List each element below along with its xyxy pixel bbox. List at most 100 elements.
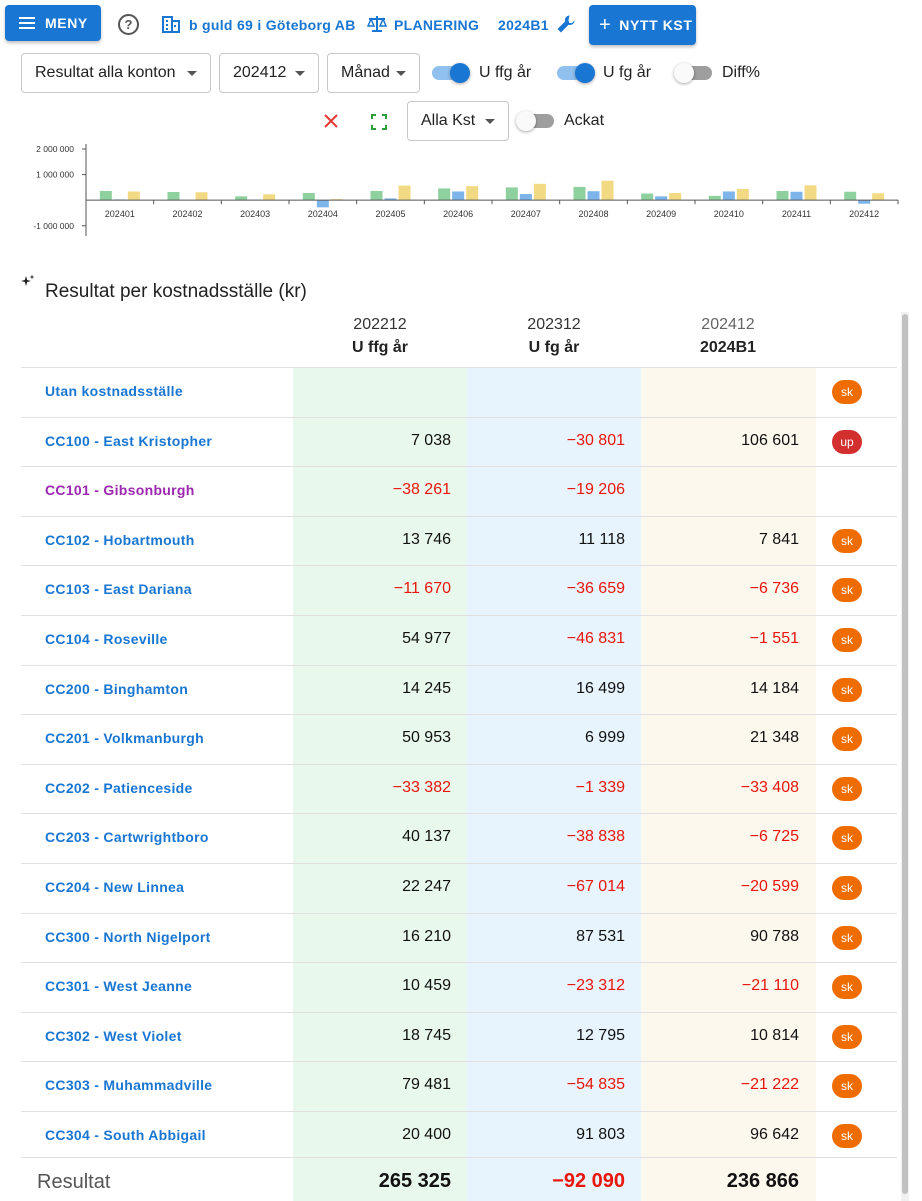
interval-select[interactable]: Månad <box>327 53 420 93</box>
cost-center-link[interactable]: CC104 - Roseville <box>45 630 168 647</box>
column-header-1[interactable]: 202212 U ffg år <box>293 316 467 357</box>
account-select[interactable]: Resultat alla konton <box>21 53 211 93</box>
cost-center-link[interactable]: CC201 - Volkmanburgh <box>45 730 204 747</box>
fullscreen-icon[interactable] <box>371 114 387 130</box>
cell-value: −6 725 <box>749 828 799 846</box>
table-row[interactable]: CC303 - Muhammadville 79 481 −54 835 −21 22… <box>21 1061 897 1111</box>
bar-202405-series-3 <box>398 185 411 201</box>
sk-badge[interactable]: sk <box>832 677 862 702</box>
cost-center-link[interactable]: Utan kostnadsställe <box>45 383 183 399</box>
x-tick-label: 202408 <box>578 209 608 219</box>
cell-value: 20 400 <box>402 1125 451 1143</box>
table-row[interactable]: CC100 - East Kristopher 7 038 −30 801 106 6… <box>21 416 897 467</box>
toggle-diff-percent-label: Diff% <box>722 64 760 81</box>
table-row[interactable]: CC302 - West Violet 18 745 12 795 10 814 sk <box>21 1011 897 1062</box>
cost-center-link[interactable]: CC301 - West Jeanne <box>45 978 193 995</box>
cost-center-link[interactable]: CC300 - North Nigelport <box>45 928 211 945</box>
bar-202406-series-2 <box>452 191 465 201</box>
cost-center-link[interactable]: CC302 - West Violet <box>45 1027 182 1044</box>
table-row[interactable]: CC103 - East Dariana −11 670 −36 659 −6 736… <box>21 565 897 615</box>
cell-value: −38 838 <box>566 828 625 846</box>
cost-center-link[interactable]: CC103 - East Dariana <box>45 581 192 598</box>
bar-202403-series-3 <box>263 194 276 201</box>
cost-center-link[interactable]: CC304 - South Abbigail <box>45 1126 206 1143</box>
top-toolbar: MENY ? b guld 69 i Göteborg AB PLANERING… <box>0 0 922 48</box>
cost-center-link[interactable]: CC200 - Binghamton <box>45 680 189 697</box>
column-header-2[interactable]: 202312 U fg år <box>467 316 641 357</box>
cost-center-link[interactable]: CC203 - Cartwrightboro <box>45 829 209 846</box>
cost-center-select[interactable]: Alla Kst <box>407 101 509 141</box>
table-row[interactable]: CC101 - Gibsonburgh −38 261 −19 206 <box>21 466 897 516</box>
monthly-result-chart: 2 000 000 1 000 000 -1 000 000 202401 202402… <box>33 144 899 236</box>
sk-badge[interactable]: sk <box>832 1024 862 1049</box>
x-tick-label: 202403 <box>240 209 270 219</box>
up-badge[interactable]: up <box>832 429 862 454</box>
table-row[interactable]: Utan kostnadsställe sk <box>21 367 897 417</box>
sk-badge[interactable]: sk <box>832 875 862 900</box>
cost-center-link[interactable]: CC100 - East Kristopher <box>45 432 213 449</box>
plus-icon: + <box>599 14 612 36</box>
bar-202403-series-1 <box>235 196 248 201</box>
menu-button[interactable]: MENY <box>5 5 101 41</box>
sk-badge[interactable]: sk <box>832 776 862 801</box>
new-cost-center-label: NYTT KST <box>619 17 693 33</box>
cell-value: −6 736 <box>749 580 799 598</box>
bar-202412-series-2 <box>858 200 871 204</box>
wrench-icon[interactable] <box>556 14 576 34</box>
toggle-ackat[interactable] <box>516 111 554 131</box>
cost-center-link[interactable]: CC202 - Patienceside <box>45 779 193 796</box>
period-select-value: 202412 <box>233 64 287 81</box>
table-row[interactable]: CC204 - New Linnea 22 247 −67 014 −20 599 sk <box>21 862 897 913</box>
new-cost-center-button[interactable]: + NYTT KST <box>589 5 696 45</box>
table-row[interactable]: CC301 - West Jeanne 10 459 −23 312 −21 110 s… <box>21 962 897 1012</box>
cell-value: −33 382 <box>392 778 451 796</box>
table-row[interactable]: CC203 - Cartwrightboro 40 137 −38 838 −6 72… <box>21 813 897 863</box>
bar-202411-series-2 <box>790 191 803 201</box>
y-tick-label: 1 000 000 <box>36 170 74 180</box>
budget-link[interactable]: 2024B1 <box>498 17 549 33</box>
sk-badge[interactable]: sk <box>832 1074 862 1099</box>
bar-202409-series-2 <box>655 196 668 201</box>
table-row[interactable]: CC202 - Patienceside −33 382 −1 339 −33 408… <box>21 763 897 814</box>
table-scrollbar[interactable] <box>901 312 909 1201</box>
table-row[interactable]: CC300 - North Nigelport 16 210 87 531 90 78… <box>21 912 897 963</box>
sk-badge[interactable]: sk <box>832 528 862 553</box>
sk-badge[interactable]: sk <box>832 380 862 404</box>
table-row[interactable]: CC102 - Hobartmouth 13 746 11 118 7 841 sk <box>21 515 897 566</box>
cost-center-link[interactable]: CC204 - New Linnea <box>45 878 185 895</box>
clear-filter-icon[interactable] <box>323 113 339 129</box>
cost-center-link[interactable]: CC101 - Gibsonburgh <box>45 482 195 499</box>
cell-value: −19 206 <box>566 481 625 499</box>
bar-202408-series-3 <box>601 180 614 201</box>
sk-badge[interactable]: sk <box>832 975 862 1000</box>
x-tick-label: 202406 <box>443 209 473 219</box>
toggle-diff-percent[interactable] <box>674 63 712 83</box>
bar-202402-series-3 <box>195 192 208 201</box>
toggle-prev-prev-year[interactable] <box>432 63 470 83</box>
sk-badge[interactable]: sk <box>832 826 862 851</box>
cell-value: 90 788 <box>750 927 799 945</box>
sk-badge[interactable]: sk <box>832 1123 862 1148</box>
sk-badge[interactable]: sk <box>832 727 862 752</box>
sk-badge[interactable]: sk <box>832 627 862 652</box>
planning-link[interactable]: PLANERING <box>394 17 480 33</box>
toggle-prev-year[interactable] <box>557 63 595 83</box>
company-link[interactable]: b guld 69 i Göteborg AB <box>189 17 356 33</box>
x-tick-label: 202405 <box>375 209 405 219</box>
column-header-3[interactable]: 202412 2024B1 <box>641 316 815 357</box>
help-icon[interactable]: ? <box>118 14 139 35</box>
table-row[interactable]: CC304 - South Abbigail 20 400 91 803 96 642… <box>21 1110 897 1161</box>
toggle-prev-prev-year-label: U ffg år <box>479 64 532 81</box>
table-row[interactable]: CC200 - Binghamton 14 245 16 499 14 184 sk <box>21 664 897 715</box>
cost-center-link[interactable]: CC102 - Hobartmouth <box>45 531 195 548</box>
cell-value: 16 210 <box>402 927 451 945</box>
table-row[interactable]: CC201 - Volkmanburgh 50 953 6 999 21 348 sk <box>21 714 897 764</box>
sk-badge[interactable]: sk <box>832 925 862 950</box>
cost-center-link[interactable]: CC303 - Muhammadville <box>45 1077 213 1094</box>
table-row[interactable]: CC104 - Roseville 54 977 −46 831 −1 551 sk <box>21 614 897 665</box>
sparkle-icon <box>21 274 35 286</box>
sk-badge[interactable]: sk <box>832 578 862 603</box>
period-select[interactable]: 202412 <box>219 53 319 93</box>
bar-202411-series-1 <box>776 190 789 201</box>
cost-center-select-value: Alla Kst <box>421 112 476 129</box>
